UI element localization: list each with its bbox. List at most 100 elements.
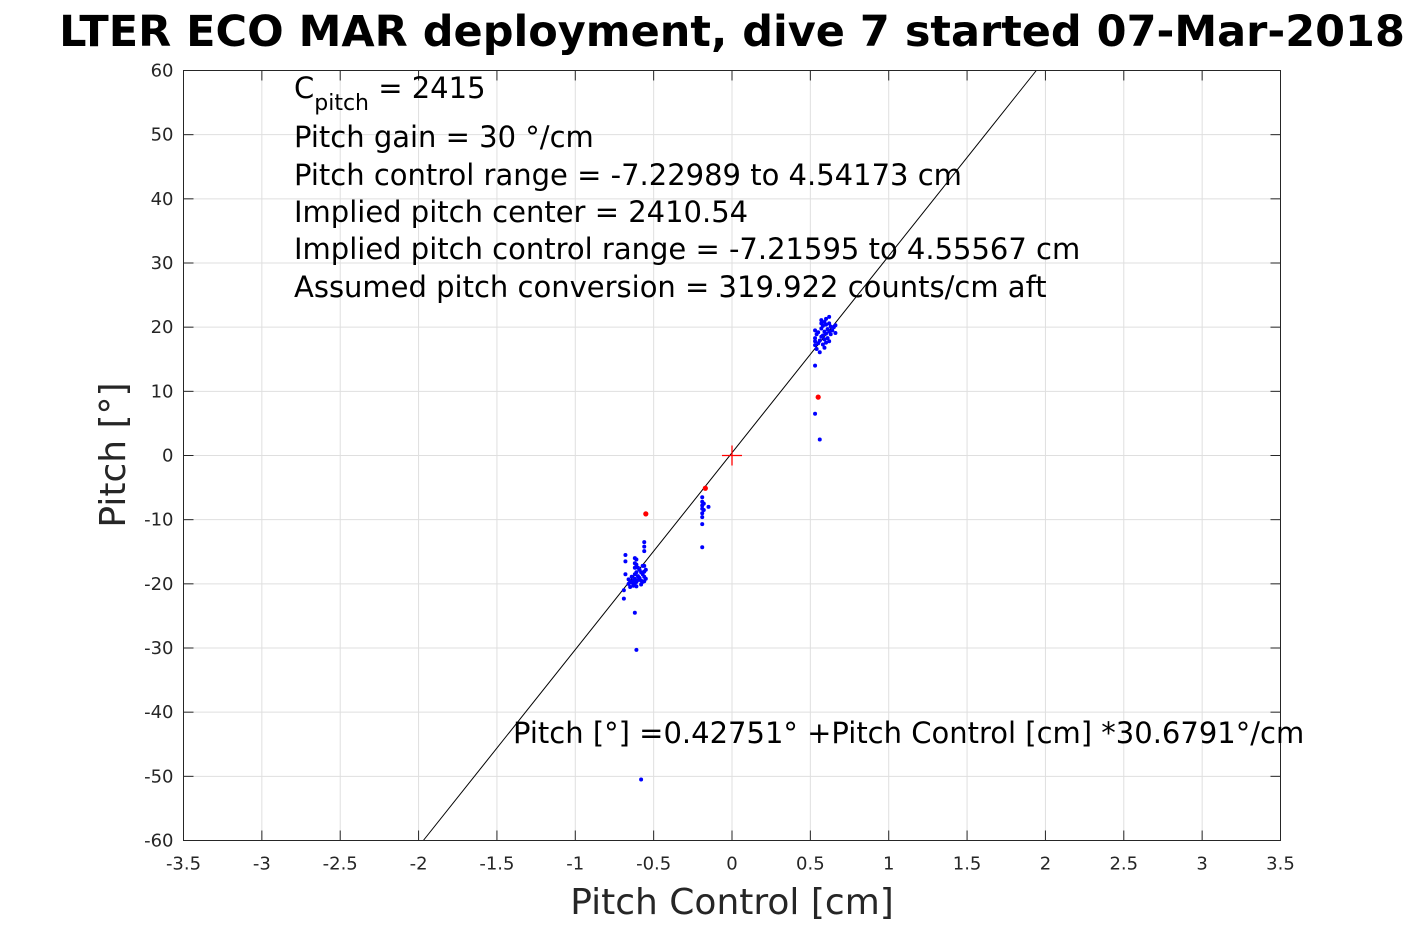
data-point — [639, 777, 644, 782]
data-point — [642, 540, 647, 545]
data-point — [833, 323, 838, 328]
y-tick-label: 20 — [151, 317, 174, 338]
x-tick-label: -2.5 — [323, 854, 358, 875]
data-point — [701, 501, 706, 506]
x-tick-label: -1.5 — [479, 854, 514, 875]
data-point — [700, 511, 705, 516]
data-point — [634, 570, 639, 575]
x-tick-label: 1 — [883, 854, 894, 875]
x-tick-label: 2.5 — [1109, 854, 1138, 875]
data-point — [700, 545, 705, 550]
data-point — [824, 340, 829, 345]
y-tick-label: -40 — [144, 702, 173, 723]
x-tick-label: -0.5 — [636, 854, 671, 875]
data-point — [820, 342, 825, 347]
data-point — [827, 314, 832, 319]
data-point — [700, 515, 705, 520]
data-point — [822, 337, 827, 342]
data-point — [820, 323, 825, 328]
data-point — [634, 584, 639, 589]
data-point — [813, 336, 818, 341]
data-point — [817, 350, 822, 355]
y-tick-label: -10 — [144, 510, 173, 531]
data-point — [813, 343, 818, 348]
data-point — [813, 363, 818, 368]
data-point — [634, 557, 639, 562]
annotation-implied-pitch-control-range: Implied pitch control range = -7.21595 t… — [294, 232, 1080, 266]
y-tick-label: -60 — [144, 831, 173, 852]
data-point — [817, 338, 822, 343]
data-point — [828, 332, 833, 337]
x-tick-label: 3 — [1196, 854, 1207, 875]
data-point — [816, 330, 821, 335]
y-tick-label: 50 — [151, 125, 174, 146]
y-tick-label: -30 — [144, 638, 173, 659]
data-point — [701, 508, 706, 513]
data-point — [824, 316, 829, 321]
x-tick-label: 1.5 — [953, 854, 982, 875]
data-point — [623, 572, 628, 577]
y-tick-label: 40 — [151, 189, 174, 210]
x-axis-label: Pitch Control [cm] — [570, 882, 894, 923]
data-point — [642, 549, 647, 554]
x-tick-label: -3 — [253, 854, 271, 875]
data-point — [621, 588, 626, 593]
annotation-c-pitch: Cpitch = 2415 — [294, 71, 486, 116]
data-point — [815, 394, 821, 400]
y-tick-label: -50 — [144, 766, 173, 787]
y-tick-label: 30 — [151, 253, 174, 274]
data-point — [623, 552, 628, 557]
c-pitch-value: = 2415 — [369, 71, 486, 105]
data-point — [813, 339, 818, 344]
data-point — [643, 567, 648, 572]
data-point — [814, 346, 819, 351]
data-point — [817, 437, 822, 442]
x-tick-label: -3.5 — [166, 854, 201, 875]
data-point — [813, 411, 818, 416]
data-point — [833, 330, 838, 335]
y-tick-label: -20 — [144, 574, 173, 595]
x-tick-label: 0 — [726, 854, 737, 875]
data-point — [819, 318, 824, 323]
data-point — [642, 544, 647, 549]
annotation-implied-pitch-center: Implied pitch center = 2410.54 — [294, 195, 748, 229]
x-tick-label: -1 — [566, 854, 584, 875]
data-point — [632, 565, 637, 570]
data-point — [706, 504, 711, 509]
data-point — [820, 333, 825, 338]
y-tick-labels: -60 -50 -40 -30 -20 -10 0 10 20 30 40 50 60 — [144, 61, 173, 852]
data-point — [643, 576, 648, 581]
annotation-pitch-gain: Pitch gain = 30 °/cm — [294, 120, 594, 154]
y-tick-label: 10 — [151, 381, 174, 402]
x-tick-labels: -3.5 -3 -2.5 -2 -1.5 -1 -0.5 0 0.5 1 1.5 2 2.5 3 3.5 — [166, 854, 1295, 875]
fit-equation: Pitch [°] =0.42751° +Pitch Control [cm] … — [513, 716, 1304, 750]
data-point — [702, 485, 708, 491]
x-tick-label: 0.5 — [796, 854, 825, 875]
chart-title: LTER ECO MAR deployment, dive 7 started … — [59, 7, 1405, 57]
data-point — [827, 321, 832, 326]
y-tick-label: 0 — [162, 446, 173, 467]
x-tick-label: -2 — [410, 854, 428, 875]
data-point — [828, 324, 833, 329]
data-point — [830, 328, 835, 333]
annotation-assumed-pitch-conversion: Assumed pitch conversion = 319.922 count… — [294, 270, 1047, 304]
x-tick-label: 3.5 — [1266, 854, 1295, 875]
data-point — [642, 563, 647, 568]
data-point — [629, 574, 634, 579]
data-point — [824, 322, 829, 327]
data-point — [825, 336, 830, 341]
data-point — [634, 562, 639, 567]
c-pitch-subscript: pitch — [314, 91, 369, 116]
data-point — [813, 328, 818, 333]
data-point — [632, 610, 637, 615]
data-point — [623, 559, 628, 564]
annotation-pitch-control-range: Pitch control range = -7.22989 to 4.5417… — [294, 158, 962, 192]
data-point — [700, 495, 705, 500]
data-point — [621, 596, 626, 601]
ticks — [183, 70, 1281, 841]
data-points — [621, 314, 838, 782]
data-point — [824, 331, 829, 336]
data-point — [632, 576, 637, 581]
data-point — [822, 345, 827, 350]
